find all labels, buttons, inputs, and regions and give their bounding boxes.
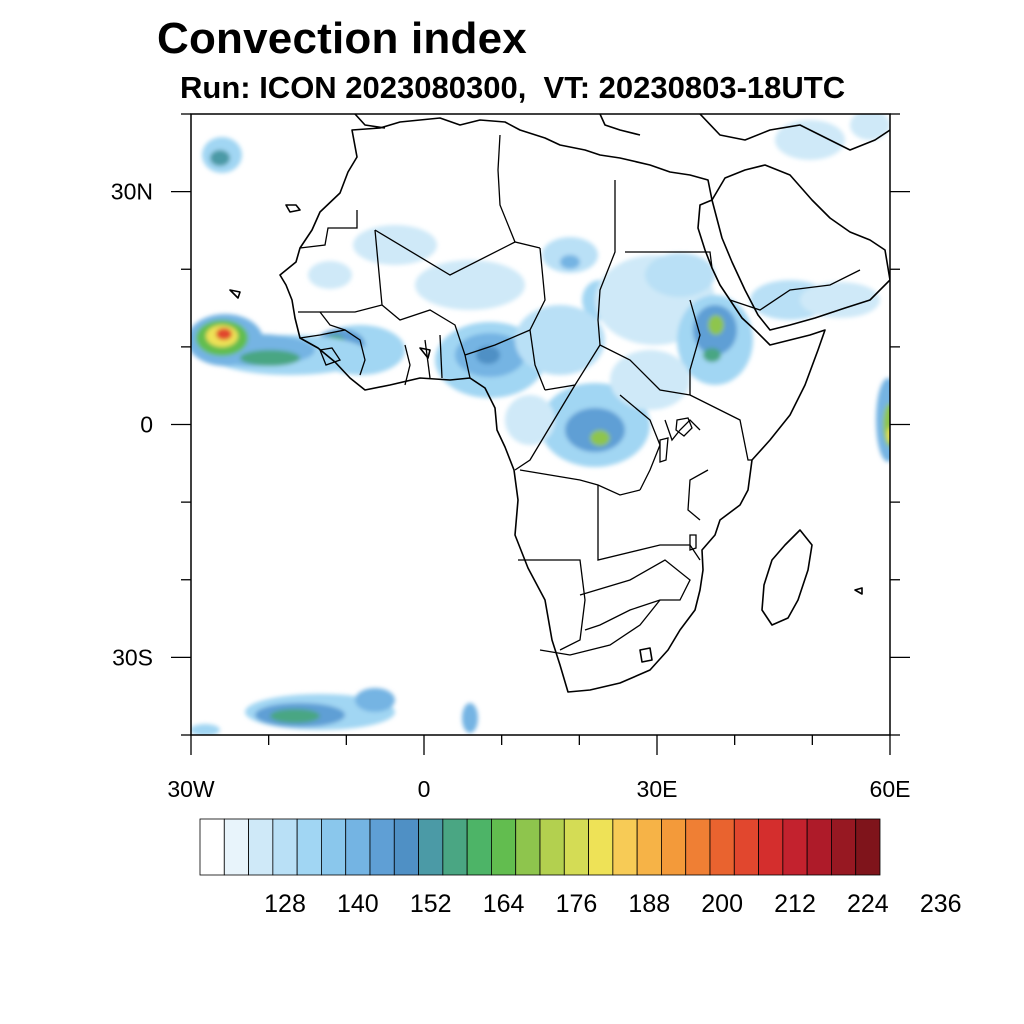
colorbar-swatch <box>466 818 492 876</box>
colorbar-swatch <box>855 818 881 876</box>
colorbar-label: 200 <box>701 890 743 918</box>
axis-labels: 30N 0 30S 30W 0 30E 60E <box>111 179 911 802</box>
convection-field <box>191 114 890 735</box>
lon-tick-label: 0 <box>418 776 431 802</box>
colorbar-label: 224 <box>847 890 889 918</box>
colorbar-swatch <box>709 818 735 876</box>
colorbar-label: 152 <box>410 890 452 918</box>
colorbar-label: 188 <box>628 890 670 918</box>
axis-ticks <box>171 113 910 755</box>
colorbar-swatch <box>588 818 614 876</box>
colorbar-swatch <box>685 818 711 876</box>
colorbar-swatch <box>733 818 759 876</box>
colorbar-swatch <box>515 818 541 876</box>
map-title: Convection index <box>157 14 527 63</box>
lon-tick-label: 60E <box>870 776 911 802</box>
country-borders <box>298 134 861 656</box>
colorbar-swatch <box>369 818 395 876</box>
colorbar-label: 164 <box>483 890 525 918</box>
colorbar-label: 128 <box>264 890 306 918</box>
colorbar-swatch <box>296 818 322 876</box>
lat-tick-label: 30S <box>112 644 153 670</box>
map-subtitle: Run: ICON 2023080300, VT: 20230803-18UTC <box>180 70 846 105</box>
colorbar-swatch <box>442 818 468 876</box>
colorbar-swatch <box>345 818 371 876</box>
colorbar-swatch <box>418 818 444 876</box>
colorbar-label: 212 <box>774 890 816 918</box>
colorbar-swatch <box>199 818 225 876</box>
colorbar-swatch <box>321 818 347 876</box>
colorbar-label: 140 <box>337 890 379 918</box>
colorbar-swatch <box>636 818 662 876</box>
colorbar-swatch <box>831 818 857 876</box>
colorbar-swatch <box>272 818 298 876</box>
colorbar-swatch <box>491 818 517 876</box>
colorbar-swatch <box>563 818 589 876</box>
colorbar-swatch <box>806 818 832 876</box>
lakes <box>319 347 697 551</box>
lat-tick-label: 0 <box>140 412 153 438</box>
colorbar <box>199 818 881 876</box>
colorbar-swatch <box>539 818 565 876</box>
colorbar-swatch <box>248 818 274 876</box>
coastlines <box>229 114 890 693</box>
lat-tick-label: 30N <box>111 179 153 205</box>
colorbar-label: 176 <box>556 890 598 918</box>
colorbar-swatch <box>223 818 249 876</box>
colorbar-swatch <box>661 818 687 876</box>
colorbar-swatch <box>758 818 784 876</box>
colorbar-label: 236 <box>920 890 962 918</box>
colorbar-labels: 128 140 152 164 176 188 200 212 224 236 <box>264 890 961 918</box>
colorbar-swatch <box>393 818 419 876</box>
colorbar-swatch <box>782 818 808 876</box>
lon-tick-label: 30E <box>637 776 678 802</box>
colorbar-swatch <box>612 818 638 876</box>
lon-tick-label: 30W <box>167 776 215 802</box>
